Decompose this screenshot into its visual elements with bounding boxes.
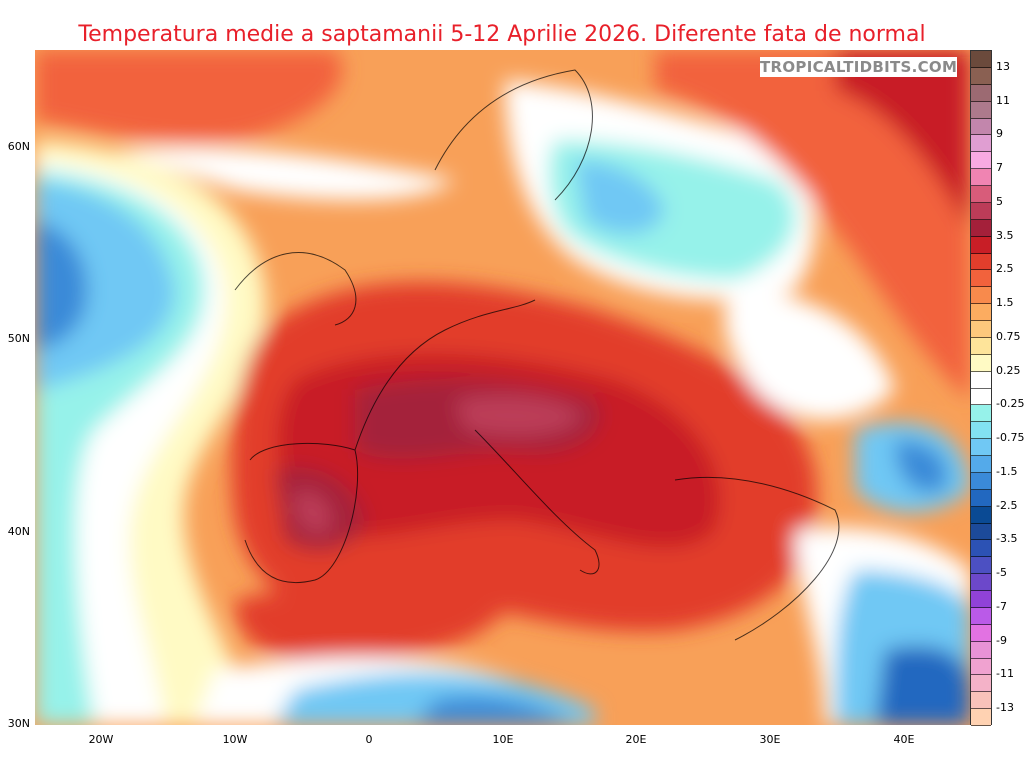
colorbar-swatch (971, 118, 991, 136)
colorbar-swatch (971, 101, 991, 119)
colorbar (970, 50, 992, 726)
colorbar-swatch (971, 337, 991, 355)
colorbar-swatch (971, 186, 991, 203)
coastlines (234, 69, 840, 641)
colorbar-swatch (971, 557, 991, 575)
colorbar-swatch (971, 236, 991, 254)
lat-label: 40N (7, 525, 30, 538)
colorbar-swatch (971, 472, 991, 490)
colorbar-swatch (971, 658, 991, 676)
colorbar-label: -7 (996, 599, 1007, 613)
colorbar-swatch (971, 219, 991, 237)
colorbar-swatch (971, 270, 991, 288)
colorbar-swatch (971, 388, 991, 406)
colorbar-swatch (971, 253, 991, 271)
colorbar-label: 3.5 (996, 228, 1014, 242)
colorbar-swatch (971, 321, 991, 338)
colorbar-label: -13 (996, 701, 1014, 715)
colorbar-swatch (971, 354, 991, 372)
colorbar-swatch (971, 152, 991, 170)
lon-label: 30E (759, 733, 781, 746)
colorbar-label: 7 (996, 161, 1003, 175)
lon-label: 20E (625, 733, 647, 746)
lat-label: 60N (7, 140, 30, 153)
watermark: TROPICALTIDBITS.COM (760, 57, 958, 77)
colorbar-swatch (971, 51, 991, 68)
colorbar-swatch (971, 523, 991, 541)
colorbar-label: -0.75 (996, 431, 1025, 445)
colorbar-swatch (971, 540, 991, 558)
temperature-anomaly-map (35, 50, 970, 725)
colorbar-swatch (971, 641, 991, 659)
map-title: Temperatura medie a saptamanii 5-12 Apri… (78, 22, 926, 47)
colorbar-swatch (971, 675, 991, 693)
lon-label: 10E (492, 733, 514, 746)
colorbar-swatch (971, 371, 991, 389)
colorbar-swatch (971, 506, 991, 524)
colorbar-label: -0.25 (996, 397, 1025, 411)
lon-label: 10W (222, 733, 248, 746)
colorbar-swatch (971, 591, 991, 608)
colorbar-swatch (971, 304, 991, 321)
colorbar-swatch (971, 67, 991, 85)
colorbar-label: 1.5 (996, 296, 1014, 310)
colorbar-swatch (971, 439, 991, 456)
colorbar-label: 0.25 (996, 363, 1021, 377)
colorbar-swatch (971, 489, 991, 507)
colorbar-swatch (971, 287, 991, 305)
colorbar-swatch (971, 422, 991, 440)
colorbar-label: 2.5 (996, 262, 1014, 276)
lon-label: 40E (893, 733, 915, 746)
lon-label: 0 (365, 733, 373, 746)
colorbar-label: 13 (996, 59, 1010, 73)
colorbar-label: -11 (996, 667, 1014, 681)
lat-label: 50N (7, 332, 30, 345)
colorbar-swatch (971, 84, 991, 102)
colorbar-swatch (971, 607, 991, 625)
colorbar-label: -1.5 (996, 464, 1018, 478)
colorbar-swatch (971, 405, 991, 423)
colorbar-label: 5 (996, 194, 1003, 208)
colorbar-swatch (971, 202, 991, 220)
colorbar-swatch (971, 456, 991, 473)
colorbar-label: 11 (996, 93, 1010, 107)
colorbar-swatch (971, 135, 991, 153)
lon-label: 20W (88, 733, 114, 746)
lat-label: 30N (7, 717, 30, 730)
colorbar-swatch (971, 709, 991, 726)
colorbar-label: -3.5 (996, 532, 1018, 546)
colorbar-swatch (971, 169, 991, 186)
colorbar-swatch (971, 624, 991, 642)
colorbar-swatch (971, 692, 991, 710)
colorbar-label: 9 (996, 127, 1003, 141)
colorbar-swatch (971, 574, 991, 591)
colorbar-label: 0.75 (996, 329, 1021, 343)
colorbar-label: -2.5 (996, 498, 1018, 512)
colorbar-label: -5 (996, 566, 1007, 580)
colorbar-label: -9 (996, 633, 1007, 647)
